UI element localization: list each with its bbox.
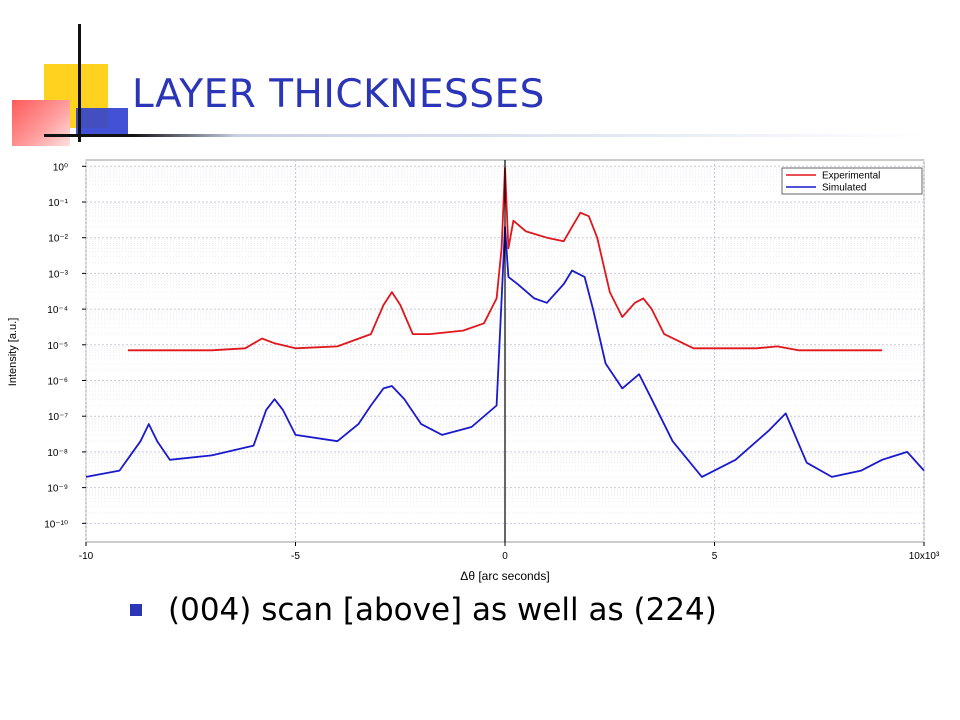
y-tick-label: 10⁻¹ xyxy=(48,198,68,209)
y-tick-label: 10⁻² xyxy=(48,234,68,245)
y-tick-label: 10⁻⁹ xyxy=(47,484,68,495)
title-underline-rule xyxy=(44,134,924,137)
y-tick-label: 10⁻⁷ xyxy=(48,412,68,423)
y-tick-label: 10⁰ xyxy=(53,162,68,173)
x-axis-ticks: -10 -5 0 5 10x10³ xyxy=(79,542,940,562)
bullet-text: (004) scan [above] as well as (224) xyxy=(168,592,717,628)
x-tick-label: -10 xyxy=(79,551,94,562)
y-tick-label: 10⁻¹⁰ xyxy=(44,519,68,530)
x-tick-label: 10x10³ xyxy=(909,551,940,562)
decor-blue-square xyxy=(76,108,128,136)
x-axis-label: Δθ [arc seconds] xyxy=(460,569,549,583)
y-tick-label: 10⁻⁶ xyxy=(47,377,68,388)
legend: Experimental Simulated xyxy=(781,167,923,195)
x-tick-label: -5 xyxy=(291,551,300,562)
y-tick-label: 10⁻⁴ xyxy=(47,305,68,316)
legend-label-simulated: Simulated xyxy=(822,183,866,194)
y-tick-label: 10⁻⁸ xyxy=(47,448,68,459)
xrd-intensity-chart: 10⁰ 10⁻¹ 10⁻² 10⁻³ 10⁻⁴ 10⁻⁵ 10⁻⁶ 10⁻⁷ 10⁻⁸ 10⁻⁹ 1… xyxy=(7,159,940,583)
y-tick-label: 10⁻³ xyxy=(48,269,68,280)
bullet-item: (004) scan [above] as well as (224) xyxy=(130,592,717,628)
x-tick-label: 0 xyxy=(502,551,508,562)
y-tick-label: 10⁻⁵ xyxy=(47,341,68,352)
y-axis-ticks: 10⁰ 10⁻¹ 10⁻² 10⁻³ 10⁻⁴ 10⁻⁵ 10⁻⁶ 10⁻⁷ 10⁻⁸ 10⁻⁹ 1… xyxy=(44,162,86,530)
x-tick-label: 5 xyxy=(712,551,718,562)
decor-red-square xyxy=(12,100,70,146)
y-axis-label: Intensity [a.u.] xyxy=(7,318,19,386)
series-line-experimental xyxy=(127,167,883,352)
decor-vertical-rule xyxy=(78,24,81,142)
series-layer xyxy=(85,167,925,478)
slide-title: LAYER THICKNESSES xyxy=(132,72,545,117)
legend-label-experimental: Experimental xyxy=(822,171,880,182)
bullet-square-icon xyxy=(130,604,142,616)
series-line-simulated xyxy=(85,226,925,478)
